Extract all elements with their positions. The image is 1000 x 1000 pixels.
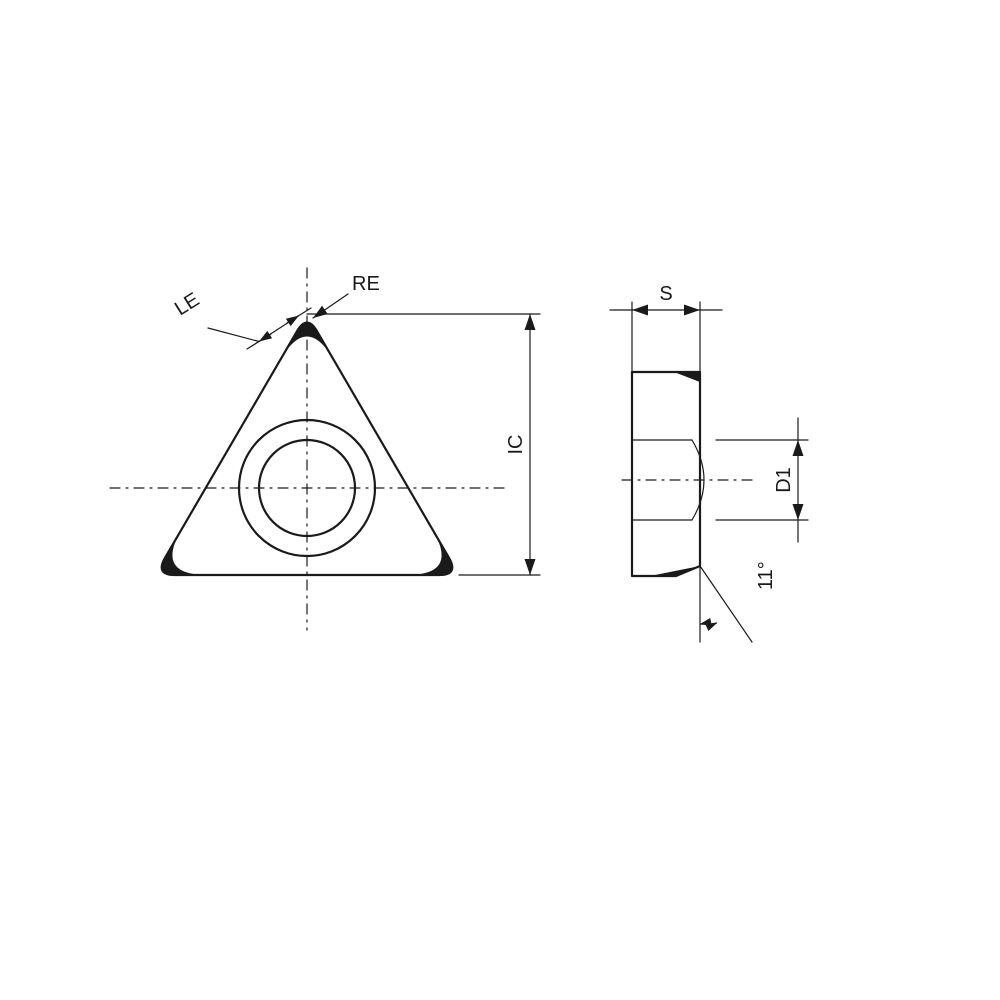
label-ic: IC — [505, 435, 527, 455]
label-le: LE — [171, 289, 203, 321]
label-re: RE — [352, 273, 380, 295]
side-view-outline — [632, 372, 700, 576]
label-angle: 11° — [755, 561, 777, 590]
insert-technical-drawing: IC RE LE S D1 11° — [0, 0, 1000, 1000]
label-s: S — [659, 283, 672, 305]
label-d1: D1 — [773, 467, 795, 493]
